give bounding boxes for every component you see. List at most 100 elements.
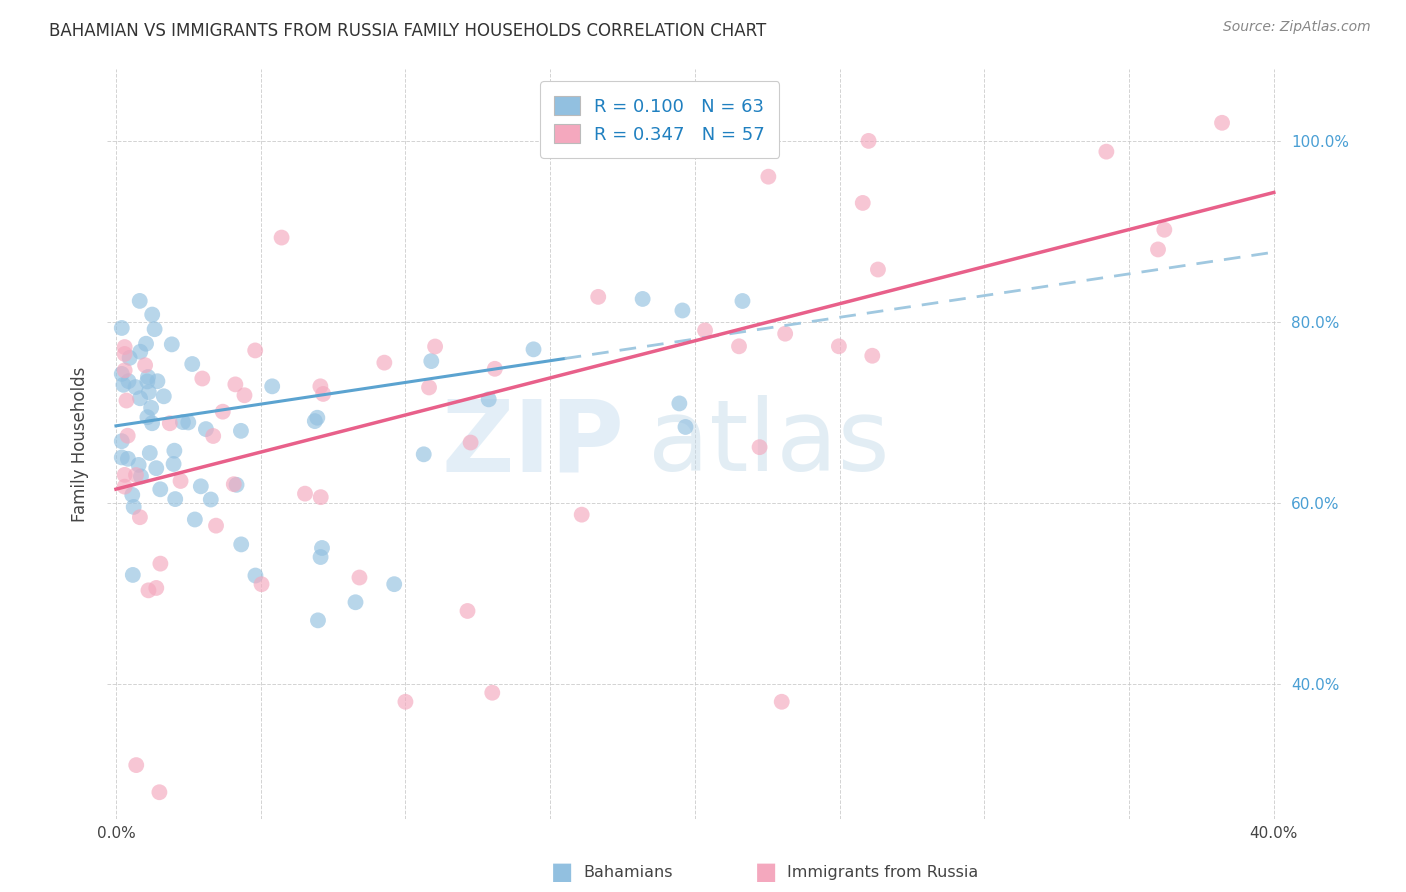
Point [1147, 243, 1170, 257]
Point [134, 358, 156, 372]
Point [231, 537, 253, 551]
Point [118, 351, 141, 365]
Point [631, 292, 654, 306]
Point [773, 326, 796, 341]
Point [457, 604, 479, 618]
Text: Source: ZipAtlas.com: Source: ZipAtlas.com [1223, 20, 1371, 34]
Point [117, 451, 139, 466]
Point [184, 512, 207, 526]
Point [190, 479, 212, 493]
Text: Bahamians: Bahamians [583, 865, 673, 880]
Point [571, 508, 593, 522]
Point [163, 443, 186, 458]
Point [225, 478, 247, 492]
Point [136, 375, 159, 389]
Point [860, 349, 883, 363]
Point [668, 396, 690, 410]
Point [141, 308, 163, 322]
Point [143, 322, 166, 336]
Point [748, 440, 770, 454]
Point [270, 230, 292, 244]
Point [152, 389, 174, 403]
Point [311, 541, 333, 555]
Point [125, 758, 148, 772]
Point [423, 339, 446, 353]
Point [304, 414, 326, 428]
Text: ■: ■ [755, 861, 778, 884]
Point [149, 483, 172, 497]
Text: Immigrants from Russia: Immigrants from Russia [787, 865, 979, 880]
Point [349, 570, 371, 584]
Point [852, 195, 875, 210]
Point [162, 457, 184, 471]
Point [177, 416, 200, 430]
Point [145, 581, 167, 595]
Point [1095, 145, 1118, 159]
Point [146, 374, 169, 388]
Point [112, 377, 135, 392]
Point [309, 549, 332, 564]
Point [121, 488, 143, 502]
Point [129, 469, 152, 483]
Point [115, 393, 138, 408]
Point [675, 420, 697, 434]
Point [205, 518, 228, 533]
Text: ■: ■ [551, 861, 574, 884]
Point [245, 568, 267, 582]
Point [114, 347, 136, 361]
Point [478, 392, 501, 407]
Point [129, 391, 152, 405]
Point [169, 474, 191, 488]
Text: atlas: atlas [648, 395, 890, 492]
Point [111, 321, 134, 335]
Point [586, 290, 609, 304]
Point [481, 686, 503, 700]
Point [484, 361, 506, 376]
Point [114, 363, 136, 377]
Point [111, 367, 134, 381]
Point [858, 134, 880, 148]
Point [128, 293, 150, 308]
Point [728, 339, 751, 353]
Point [124, 380, 146, 394]
Point [111, 450, 134, 465]
Point [117, 374, 139, 388]
Point [245, 343, 267, 358]
Point [307, 613, 329, 627]
Point [128, 458, 150, 472]
Point [211, 405, 233, 419]
Point [394, 695, 416, 709]
Point [731, 293, 754, 308]
Point [181, 357, 204, 371]
Point [233, 388, 256, 402]
Point [125, 468, 148, 483]
Point [121, 568, 143, 582]
Point [250, 577, 273, 591]
Point [129, 510, 152, 524]
Point [135, 336, 157, 351]
Point [229, 424, 252, 438]
Point [312, 387, 335, 401]
Point [129, 344, 152, 359]
Point [412, 447, 434, 461]
Point [145, 461, 167, 475]
Point [141, 416, 163, 430]
Point [222, 477, 245, 491]
Point [202, 429, 225, 443]
Point [191, 371, 214, 385]
Point [194, 422, 217, 436]
Point [224, 377, 246, 392]
Point [420, 354, 443, 368]
Point [307, 410, 329, 425]
Point [117, 428, 139, 442]
Text: ZIP: ZIP [441, 395, 624, 492]
Point [172, 415, 194, 429]
Point [418, 380, 440, 394]
Point [866, 262, 889, 277]
Point [770, 695, 793, 709]
Y-axis label: Family Households: Family Households [72, 367, 89, 522]
Point [138, 385, 160, 400]
Point [344, 595, 367, 609]
Point [522, 343, 544, 357]
Point [828, 339, 851, 353]
